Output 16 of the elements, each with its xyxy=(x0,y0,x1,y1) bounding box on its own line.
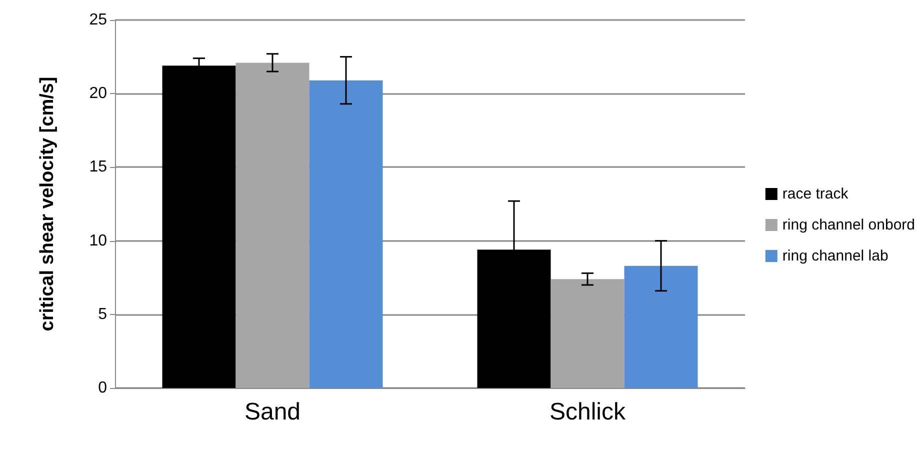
bar xyxy=(236,62,310,388)
legend-label: ring channel onbord xyxy=(782,216,916,234)
y-tick-label: 20 xyxy=(89,85,108,102)
y-tick-label: 0 xyxy=(98,380,108,396)
x-tick-label: Sand xyxy=(244,398,301,426)
bar xyxy=(550,279,624,388)
bar xyxy=(309,80,383,388)
y-axis-title: critical shear velocity [cm/s] xyxy=(37,76,58,332)
y-tick-label: 25 xyxy=(89,12,108,28)
legend-label: ring channel lab xyxy=(782,248,888,264)
y-tick-label: 15 xyxy=(89,158,108,176)
legend-label: race track xyxy=(782,186,849,202)
x-tick-label: Schlick xyxy=(549,398,627,426)
y-tick-label: 5 xyxy=(98,306,108,323)
y-tick-label: 10 xyxy=(89,232,108,250)
bar xyxy=(624,266,698,388)
